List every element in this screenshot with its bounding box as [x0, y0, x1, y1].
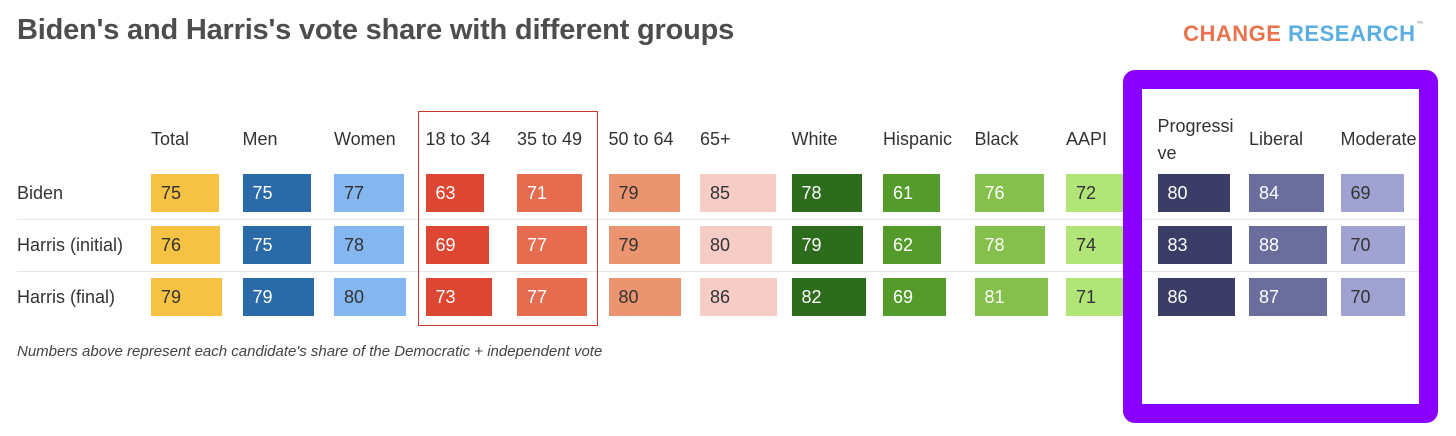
- value-cell-biden-50-to-64: 79: [608, 174, 680, 212]
- column-header-65: 65+: [700, 129, 731, 149]
- footnote: Numbers above represent each candidate's…: [17, 343, 603, 360]
- column-header-progressive: Progressive: [1157, 116, 1234, 163]
- value-cell-harris-initial-men: 75: [242, 226, 311, 264]
- row-label-biden: Biden: [17, 183, 64, 203]
- row-divider: [17, 219, 1427, 220]
- value-cell-biden-women: 77: [334, 174, 404, 212]
- value-cell-harris-initial-50-to-64: 79: [608, 226, 680, 264]
- value-cell-harris-final-aapi: 71: [1066, 278, 1131, 316]
- ideology-highlight-box: [1123, 70, 1438, 423]
- value-cell-harris-initial-liberal: 88: [1249, 226, 1327, 264]
- value-cell-harris-initial-aapi: 74: [1066, 226, 1133, 264]
- value-cell-biden-men: 75: [242, 174, 311, 212]
- value-cell-biden-aapi: 72: [1066, 174, 1132, 212]
- value-cell-harris-initial-total: 76: [151, 226, 220, 264]
- value-cell-biden-progressive: 80: [1157, 174, 1230, 212]
- value-cell-harris-initial-moderate: 70: [1340, 226, 1405, 264]
- column-header-total: Total: [151, 129, 190, 149]
- value-cell-biden-moderate: 69: [1340, 174, 1404, 212]
- row-label-harris-final: Harris (final): [17, 287, 116, 307]
- value-cell-harris-final-men: 79: [242, 278, 314, 316]
- logo-trademark: ™: [1416, 21, 1424, 28]
- column-header-50-to-64: 50 to 64: [608, 129, 674, 149]
- column-header-18-to-34: 18 to 34: [425, 129, 491, 149]
- logo-word-change: CHANGE: [1183, 21, 1282, 46]
- value-cell-harris-final-35-to-49: 77: [517, 278, 587, 316]
- column-header-liberal: Liberal: [1249, 129, 1304, 149]
- change-research-logo: CHANGE RESEARCH™: [1183, 21, 1424, 47]
- value-cell-harris-final-hispanic: 69: [883, 278, 946, 316]
- column-header-men: Men: [242, 129, 278, 149]
- column-header-moderate: Moderate: [1340, 129, 1417, 149]
- column-header-hispanic: Hispanic: [883, 129, 953, 149]
- value-cell-biden-white: 78: [791, 174, 862, 212]
- row-divider: [17, 271, 1427, 272]
- column-header-white: White: [791, 129, 838, 149]
- value-cell-harris-final-women: 80: [334, 278, 406, 316]
- value-cell-harris-final-progressive: 86: [1157, 278, 1235, 316]
- value-cell-harris-initial-women: 78: [334, 226, 404, 264]
- value-cell-biden-total: 75: [151, 174, 219, 212]
- value-cell-biden-hispanic: 61: [883, 174, 940, 212]
- chart-title: Biden's and Harris's vote share with dif…: [17, 14, 735, 46]
- value-cell-harris-initial-white: 79: [791, 226, 863, 264]
- value-cell-biden-18-to-34: 63: [425, 174, 484, 212]
- value-cell-harris-initial-hispanic: 62: [883, 226, 941, 264]
- value-cell-biden-35-to-49: 71: [517, 174, 582, 212]
- logo-word-research: RESEARCH: [1288, 21, 1416, 46]
- age-highlight-box: [418, 111, 598, 326]
- value-cell-harris-final-total: 79: [151, 278, 222, 316]
- column-header-35-to-49: 35 to 49: [517, 129, 583, 149]
- row-label-harris-initial: Harris (initial): [17, 235, 124, 255]
- value-cell-harris-final-white: 82: [791, 278, 866, 316]
- value-cell-harris-final-liberal: 87: [1249, 278, 1327, 316]
- column-header-women: Women: [334, 129, 396, 149]
- value-cell-harris-initial-progressive: 83: [1157, 226, 1232, 264]
- value-cell-harris-final-65: 86: [700, 278, 777, 316]
- value-cell-biden-liberal: 84: [1249, 174, 1324, 212]
- value-cell-biden-black: 76: [974, 174, 1044, 212]
- column-header-black: Black: [974, 129, 1019, 149]
- value-cell-harris-final-50-to-64: 80: [608, 278, 681, 316]
- column-header-aapi: AAPI: [1066, 129, 1108, 149]
- value-cell-biden-65: 85: [700, 174, 776, 212]
- value-cell-harris-final-black: 81: [974, 278, 1048, 316]
- value-cell-harris-final-18-to-34: 73: [425, 278, 492, 316]
- value-cell-harris-initial-black: 78: [974, 226, 1045, 264]
- value-cell-harris-initial-35-to-49: 77: [517, 226, 587, 264]
- value-cell-harris-final-moderate: 70: [1340, 278, 1405, 316]
- value-cell-harris-initial-18-to-34: 69: [425, 226, 489, 264]
- value-cell-harris-initial-65: 80: [700, 226, 772, 264]
